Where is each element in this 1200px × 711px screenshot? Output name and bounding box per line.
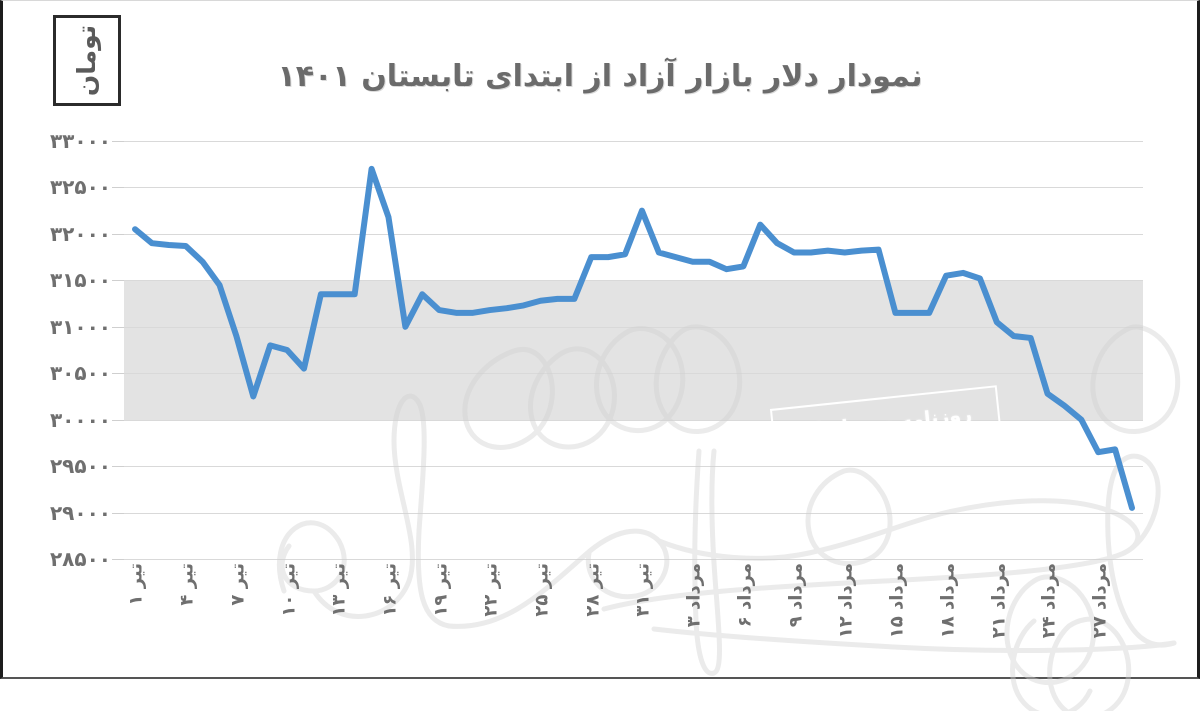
x-axis-tick-label: تیر ۷ <box>227 563 249 606</box>
x-axis-tick-label: تیر ۱ <box>126 563 147 606</box>
y-tick-mark <box>112 559 124 560</box>
x-axis-tick-label: تیر ۱۹ <box>430 563 452 617</box>
y-axis-tick-label: ۳۱۵۰۰ <box>49 268 111 293</box>
y-axis-tick-label: ۲۹۰۰۰ <box>49 500 111 525</box>
y-tick-mark <box>112 233 124 235</box>
gridline <box>124 419 1143 421</box>
y-tick-mark <box>112 141 124 142</box>
x-axis-tick-label: مرداد ۱۵ <box>886 563 908 639</box>
x-axis-tick-label: مرداد ۹ <box>785 563 807 628</box>
x-axis-tick-label: مرداد ۲۷ <box>1089 563 1111 639</box>
y-tick-mark <box>112 419 124 421</box>
x-axis-tick-label: تیر ۲۲ <box>480 563 502 617</box>
gridline <box>124 559 1143 560</box>
y-axis-tick-label: ۲۹۵۰۰ <box>49 454 111 479</box>
y-axis-tick-label: ۳۳۰۰۰ <box>49 129 111 153</box>
gridline <box>124 466 1143 468</box>
x-axis-tick-label: مرداد ۲۴ <box>1038 563 1060 639</box>
y-axis-tick-label: ۳۰۰۰۰ <box>49 407 111 432</box>
y-axis-labels: ۳۳۰۰۰ ۳۲۵۰۰ ۳۲۰۰۰ ۳۱۵۰۰ ۳۱۰۰۰ ۳۰۵۰۰ ۳۰۰۰۰ ۲۹۵۰۰… <box>3 129 119 571</box>
y-tick-mark <box>112 466 124 468</box>
y-axis-tick-label: ۲۸۵۰۰ <box>49 547 111 571</box>
gridline <box>124 187 1143 189</box>
x-axis-tick-label: مرداد ۳ <box>683 563 705 628</box>
gridline <box>124 141 1143 142</box>
plot-area: روزنامه صبح ایران <box>112 141 1181 711</box>
y-tick-mark <box>112 326 124 328</box>
x-axis-tick-label: تیر ۱۳ <box>328 563 350 617</box>
x-axis-tick-label: مرداد ۲۱ <box>987 563 1009 639</box>
y-tick-mark <box>112 187 124 189</box>
gridline <box>124 326 1143 328</box>
y-tick-mark <box>112 512 124 514</box>
gridline <box>124 512 1143 514</box>
y-axis-tick-label: ۳۲۵۰۰ <box>49 175 111 200</box>
x-axis-tick-label: مرداد ۱۸ <box>937 563 959 639</box>
x-axis-tick-label: تیر ۱۶ <box>379 563 401 617</box>
gridline <box>124 373 1143 375</box>
y-axis-tick-label: ۳۱۰۰۰ <box>49 314 111 339</box>
x-axis-tick-label: تیر ۲۵ <box>531 563 553 617</box>
highlight-band <box>124 280 1143 420</box>
x-axis-tick-label: مرداد ۱۲ <box>835 563 857 639</box>
y-tick-mark <box>112 280 124 282</box>
page-title: نمودار دلار بازار آزاد از ابتدای تابستان… <box>277 59 923 94</box>
x-axis-labels: تیر ۱ تیر ۴ تیر ۷ تیر ۱۰ تیر ۱۳ تیر ۱۶ تیر ۱۹ ت… <box>124 559 1143 677</box>
x-axis-tick-label: تیر ۴ <box>176 563 198 606</box>
x-axis-tick-label: تیر ۳۱ <box>632 563 654 617</box>
gridline <box>124 280 1143 282</box>
y-axis-tick-label: ۳۲۰۰۰ <box>49 221 111 246</box>
unit-box: تومان <box>53 15 121 106</box>
x-axis-tick-label: مرداد ۶ <box>734 563 756 628</box>
x-axis-tick-label: تیر ۱۰ <box>278 563 300 617</box>
x-axis-tick-label: تیر ۲۸ <box>582 563 604 617</box>
y-axis-tick-label: ۳۰۵۰۰ <box>49 361 111 386</box>
data-series <box>132 165 1135 511</box>
series-polyline <box>132 165 1135 511</box>
y-tick-mark <box>112 373 124 375</box>
